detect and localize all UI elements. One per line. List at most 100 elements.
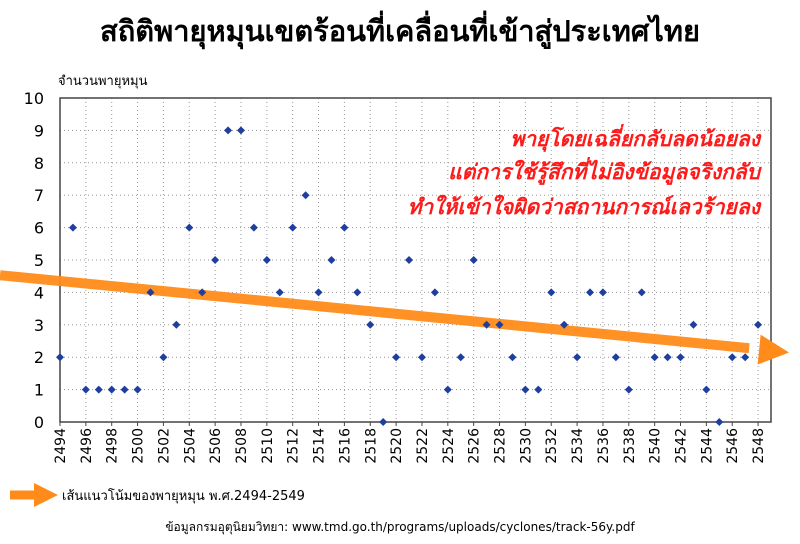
- x-tick-label: 2494: [53, 428, 69, 464]
- data-point: [586, 288, 595, 297]
- x-tick-label: 2532: [544, 428, 560, 464]
- data-point: [94, 385, 103, 394]
- x-tick-label: 2546: [725, 428, 741, 464]
- data-point: [249, 223, 258, 232]
- data-point: [482, 320, 491, 329]
- data-point: [456, 353, 465, 362]
- x-tick-label: 2510: [260, 428, 276, 464]
- data-point: [598, 288, 607, 297]
- data-point: [68, 223, 77, 232]
- annotation-line-1: พายุโดยเฉลี่ยกลับลดน้อยลง: [510, 126, 760, 151]
- data-point: [443, 385, 452, 394]
- x-tick-label: 2506: [208, 428, 224, 464]
- legend-trend-label: เส้นแนวโน้มของพายุหมุน พ.ศ.2494-2549: [62, 489, 305, 504]
- data-point: [741, 353, 750, 362]
- x-tick-label: 2522: [415, 428, 431, 464]
- x-tick-label: 2538: [622, 428, 638, 464]
- x-tick-label: 2520: [389, 428, 405, 464]
- y-tick-label: 0: [34, 413, 44, 432]
- x-tick-label: 2526: [467, 428, 483, 464]
- x-tick-label: 2548: [751, 428, 767, 464]
- data-point: [236, 126, 245, 135]
- data-point: [663, 353, 672, 362]
- x-tick-label: 2496: [79, 428, 95, 464]
- data-point: [624, 385, 633, 394]
- annotation-line-2: แต่การใช้รู้สึกที่ไม่อิงข้อมูลจริงกลับ: [448, 159, 760, 184]
- x-tick-label: 2534: [570, 428, 586, 464]
- x-tick-label: 2512: [286, 428, 302, 464]
- x-tick-label: 2498: [105, 428, 121, 464]
- data-point: [508, 353, 517, 362]
- data-point: [159, 353, 168, 362]
- data-point: [275, 288, 284, 297]
- plot-area: [59, 97, 772, 423]
- trend-line: [0, 270, 750, 354]
- data-points: [56, 126, 763, 426]
- data-point: [676, 353, 685, 362]
- data-point: [715, 418, 724, 426]
- x-tick-label: 2528: [493, 428, 509, 464]
- data-point: [185, 223, 194, 232]
- data-point: [611, 353, 620, 362]
- y-axis-label: จำนวนพายุหมุน: [58, 74, 148, 89]
- y-tick-label: 9: [34, 121, 44, 140]
- annotation-line-3: ทำให้เข้าใจผิดว่าสถานการณ์เลวร้ายลง: [407, 194, 760, 219]
- x-tick-label: 2508: [234, 428, 250, 464]
- data-point: [81, 385, 90, 394]
- y-tick-label: 10: [24, 89, 44, 108]
- source-note: ข้อมูลกรมอุตุนิยมวิทยา: www.tmd.go.th/pr…: [165, 520, 635, 534]
- x-tick-label: 2536: [596, 428, 612, 464]
- y-tick-label: 4: [34, 283, 44, 302]
- data-point: [392, 353, 401, 362]
- legend: เส้นแนวโน้มของพายุหมุน พ.ศ.2494-2549: [8, 482, 428, 508]
- data-point: [754, 320, 763, 329]
- data-point: [262, 256, 271, 264]
- trend-arrowhead: [757, 334, 789, 365]
- x-tick-label: 2500: [131, 428, 147, 464]
- data-point: [224, 126, 233, 135]
- data-point: [521, 385, 530, 394]
- y-tick-label: 3: [34, 316, 44, 335]
- data-point: [534, 385, 543, 394]
- x-tick-label: 2502: [156, 428, 172, 464]
- data-point: [379, 418, 388, 426]
- y-tick-label: 1: [34, 381, 44, 400]
- data-point: [637, 288, 646, 297]
- y-axis-ticks: 0 1 2 3 4 5 6 7 8 9 10: [24, 89, 44, 432]
- data-point: [405, 256, 414, 264]
- y-tick-label: 8: [34, 154, 44, 173]
- data-point: [56, 353, 64, 362]
- data-point: [340, 223, 349, 232]
- data-point: [430, 288, 439, 297]
- data-point: [353, 288, 362, 297]
- y-tick-label: 6: [34, 219, 44, 238]
- legend-arrow-group: [10, 483, 58, 507]
- x-tick-label: 2544: [699, 428, 715, 464]
- y-tick-label: 2: [34, 348, 44, 367]
- x-tick-label: 2530: [518, 428, 534, 464]
- data-point: [547, 288, 556, 297]
- data-point: [689, 320, 698, 329]
- y-tick-label: 5: [34, 251, 44, 270]
- data-point: [366, 320, 375, 329]
- data-point: [133, 385, 142, 394]
- data-point: [417, 353, 426, 362]
- data-point: [211, 256, 220, 264]
- data-point: [314, 288, 323, 297]
- data-point: [469, 256, 478, 264]
- data-point: [198, 288, 207, 297]
- data-point: [120, 385, 129, 394]
- x-tick-label: 2518: [363, 428, 379, 464]
- data-point: [573, 353, 582, 362]
- data-point: [702, 385, 711, 394]
- data-point: [172, 320, 181, 329]
- chart-title: สถิติพายุหมุนเขตร้อนที่เคลื่อนที่เข้าสู่…: [100, 14, 700, 48]
- y-tick-label: 7: [34, 186, 44, 205]
- x-tick-label: 2516: [337, 428, 353, 464]
- data-point: [650, 353, 659, 362]
- x-tick-label: 2514: [312, 428, 328, 464]
- x-axis-ticks: 2494 2496 2498 2500 2502 2504 2506 2508 2510 2512…: [53, 422, 767, 464]
- data-point: [288, 223, 297, 232]
- x-tick-label: 2542: [674, 428, 690, 464]
- data-point: [560, 320, 569, 329]
